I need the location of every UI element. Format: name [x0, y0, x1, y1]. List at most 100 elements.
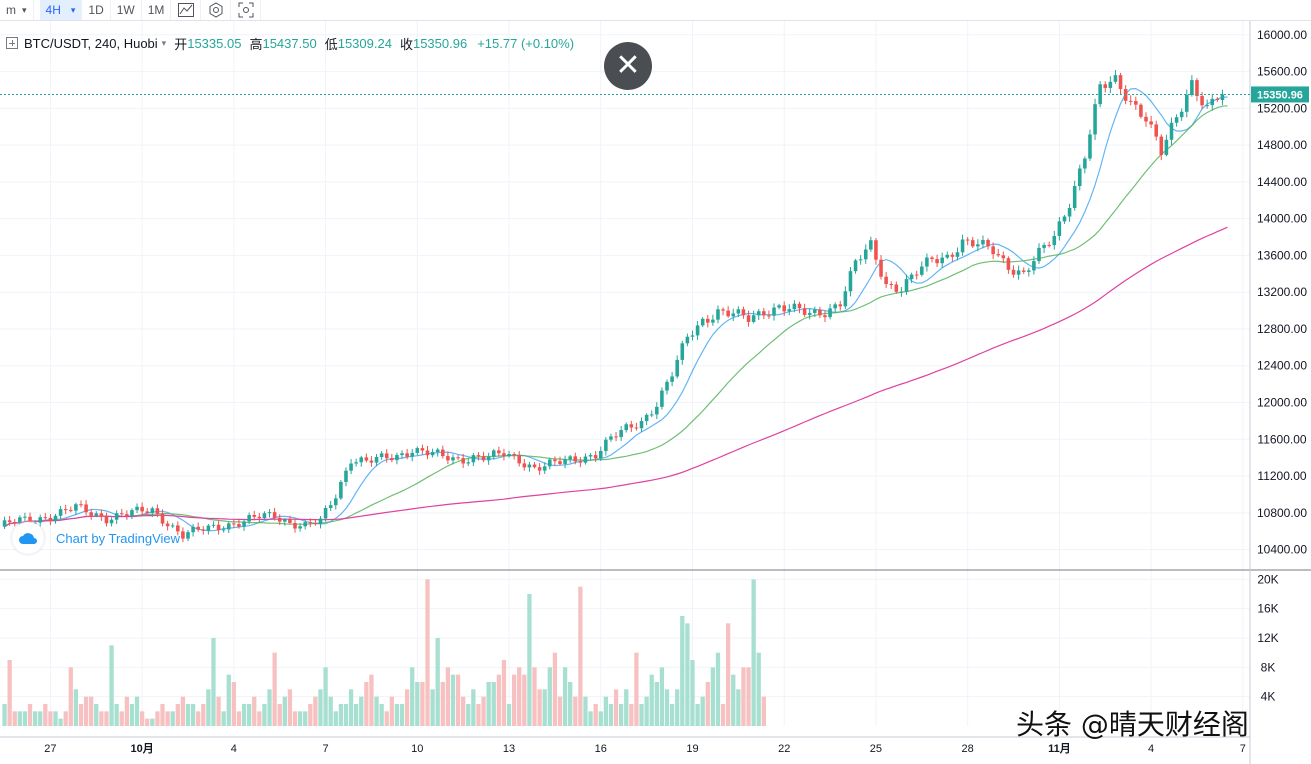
price-tick-label: 15600.00: [1257, 65, 1307, 79]
time-tick-label: 10: [411, 743, 423, 755]
candle-body: [69, 510, 73, 512]
chevron-down-icon[interactable]: ▾: [161, 37, 167, 48]
volume-bar: [2, 704, 7, 726]
price-tick-label: 14400.00: [1257, 175, 1307, 189]
timeframe-minutes-label: m: [6, 3, 16, 17]
volume-bar: [359, 696, 364, 726]
ma-mid-line: [4, 105, 1228, 528]
candle-body: [288, 519, 292, 523]
volume-bar: [527, 594, 532, 726]
volume-bar: [369, 674, 374, 726]
candle-body: [390, 458, 394, 461]
candle-body: [1184, 95, 1189, 112]
candle-body: [588, 455, 593, 457]
candle-body: [940, 257, 944, 264]
candle-body: [451, 457, 455, 461]
candle-body: [466, 462, 471, 464]
candle-body: [945, 254, 950, 258]
candle-body: [1016, 270, 1021, 275]
candle-body: [186, 532, 190, 539]
volume-bar: [282, 696, 287, 726]
candle-body: [23, 516, 27, 518]
candle-body: [119, 513, 124, 515]
volume-bar: [669, 704, 675, 726]
volume-bar: [552, 652, 558, 726]
volume-bar: [262, 704, 267, 726]
fullscreen-icon[interactable]: [231, 0, 262, 20]
timeframe-minutes-dropdown[interactable]: m ▾: [0, 0, 34, 20]
time-tick-label: 13: [503, 743, 515, 755]
candle-body: [425, 450, 430, 456]
candle-body: [176, 525, 180, 532]
candle-body: [1174, 117, 1179, 123]
volume-bar: [522, 674, 527, 726]
volume-bar: [308, 704, 313, 726]
volume-bar: [680, 616, 685, 726]
bar-chart-icon[interactable]: [171, 0, 202, 20]
candle-body: [1179, 111, 1184, 118]
candle-body: [206, 525, 211, 531]
volume-bar: [160, 704, 165, 726]
candle-body: [94, 513, 99, 516]
volume-bar: [690, 660, 695, 726]
tradingview-badge[interactable]: Chart by TradingView: [12, 522, 180, 554]
candle-body: [491, 450, 496, 457]
price-tick-label: 10800.00: [1257, 506, 1307, 520]
candle-body: [884, 276, 888, 285]
price-axis: 15350.96 10400.00 10800.00 11200.00 11600.00…: [0, 21, 1311, 764]
volume-bar: [175, 704, 180, 726]
moving-averages: [4, 87, 1228, 532]
candle-body: [583, 456, 588, 463]
price-tick-label: 12400.00: [1257, 359, 1307, 373]
candle-body: [828, 308, 832, 318]
candle-body: [1001, 255, 1006, 259]
time-tick-label: 19: [686, 743, 698, 755]
candle-body: [1164, 139, 1169, 155]
candle-body: [48, 517, 53, 521]
volume-bar: [89, 696, 94, 726]
candle-body: [247, 515, 251, 522]
timeframe-4h-dropdown[interactable]: 4H ▾: [39, 0, 83, 20]
timeframe-1m-button[interactable]: 1M: [142, 0, 172, 20]
candle-body: [135, 506, 139, 511]
candle-body: [899, 291, 904, 293]
candle-body: [430, 452, 435, 456]
candle-body: [1057, 221, 1062, 236]
volume-bar: [287, 689, 293, 726]
time-tick-label: 22: [778, 743, 790, 755]
volume-bar: [461, 696, 466, 726]
candle-body: [109, 519, 114, 524]
candle-body: [165, 523, 170, 527]
candle-body: [695, 325, 700, 336]
candle-body: [12, 522, 17, 524]
candle-body: [680, 343, 685, 360]
candle-body: [130, 510, 134, 516]
cloud-icon: [12, 522, 44, 554]
candle-body: [283, 519, 287, 522]
candle-body: [354, 462, 358, 464]
volume-bar: [710, 667, 716, 726]
candle-body: [191, 526, 195, 533]
candle-body: [568, 456, 572, 460]
candle-body: [711, 319, 715, 323]
indicators-icon[interactable]: [201, 0, 232, 20]
candle-body: [272, 512, 277, 518]
candlesticks: [2, 70, 1225, 543]
timeframe-1d-button[interactable]: 1D: [82, 0, 111, 20]
volume-bar: [440, 682, 445, 726]
candle-body: [471, 455, 476, 463]
collapse-plus-icon[interactable]: [6, 37, 18, 49]
volume-bar: [374, 696, 379, 726]
price-tick-label: 13600.00: [1257, 248, 1307, 262]
candle-body: [1118, 75, 1123, 90]
close-button[interactable]: ✕: [604, 42, 652, 90]
candle-body: [746, 315, 751, 322]
volume-bar: [756, 652, 761, 726]
candle-body: [665, 381, 669, 391]
volume-bar: [420, 682, 425, 726]
timeframe-1w-button[interactable]: 1W: [111, 0, 142, 20]
candle-body: [532, 464, 537, 468]
volume-bar: [496, 674, 501, 726]
volume-bar: [211, 638, 216, 726]
